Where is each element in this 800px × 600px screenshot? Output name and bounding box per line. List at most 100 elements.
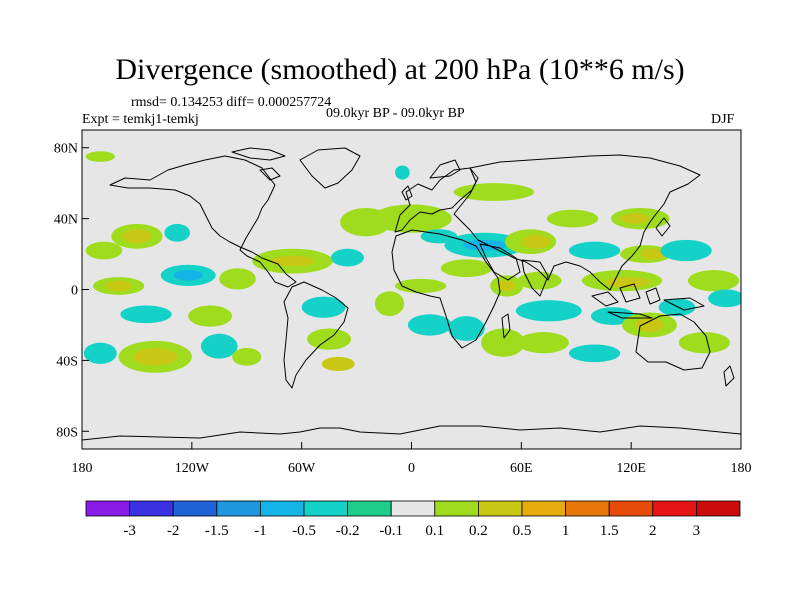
field-anomaly (83, 342, 117, 364)
field-anomaly (687, 270, 740, 292)
field-anomaly (200, 333, 238, 359)
field-anomaly (568, 241, 621, 260)
colorbar-label: 0.2 (469, 523, 488, 539)
field-anomaly (660, 239, 712, 262)
field-anomaly (448, 316, 485, 341)
plot-title: Divergence (smoothed) at 200 hPa (10**6 … (115, 53, 685, 86)
field-anomaly (634, 317, 665, 333)
lon-tick-label: 180 (731, 461, 752, 476)
field-anomaly (105, 280, 132, 292)
lat-tick-label: 0 (71, 284, 78, 299)
field-anomaly (481, 328, 525, 357)
field-anomaly (232, 347, 262, 366)
field-anomaly (85, 151, 115, 162)
coast-greenland (299, 147, 361, 189)
coast-arctic-islands (231, 147, 286, 181)
lon-tick-label: 180 (72, 461, 93, 476)
colorbar-label: 1 (562, 523, 570, 539)
colorbar-label: -0.1 (379, 523, 403, 539)
colorbar-swatch (85, 500, 130, 517)
lon-tick-label: 120E (616, 461, 646, 476)
colorbar-swatch (477, 500, 523, 517)
colorbar-label: -2 (167, 523, 180, 539)
coast-scandinavia (429, 159, 461, 179)
field-anomaly (605, 277, 650, 288)
colorbar-label: -0.2 (336, 523, 360, 539)
field-anomaly (395, 278, 447, 294)
field-anomaly (658, 298, 696, 317)
field-anomaly (122, 229, 152, 244)
coast-antarctica (82, 425, 741, 449)
coast-europe (394, 167, 479, 233)
colorbar-swatch (303, 500, 348, 517)
colorbar-label: 1.5 (600, 523, 619, 539)
field-anomaly (374, 291, 405, 317)
field-anomaly (517, 271, 562, 290)
field-anomaly (620, 213, 650, 224)
field-anomaly (440, 259, 493, 278)
colorbar-swatch (652, 500, 697, 517)
lat-tick-label: 80N (54, 142, 78, 157)
field-anomaly (640, 248, 666, 260)
lon-tick-label: 60W (288, 461, 316, 476)
colorbar-label: 0.1 (425, 523, 444, 539)
field-anomaly (219, 268, 256, 290)
field-anomaly (708, 289, 741, 308)
colorbar-swatch (521, 500, 566, 517)
colorbar-swatch (216, 500, 261, 517)
colorbar-swatch (172, 500, 218, 517)
colorbar-label: -1 (254, 523, 267, 539)
lon-tick-label: 0 (408, 461, 415, 476)
lat-tick-label: 40N (54, 213, 78, 228)
colorbar-label: 0.5 (513, 523, 532, 539)
colorbar-label: 3 (693, 523, 701, 539)
latitude-axis: 80N 40N 0 40S 80S (54, 142, 89, 440)
field-anomaly (546, 209, 599, 228)
coast-maritime-continent (591, 283, 705, 319)
coast-madagascar (501, 313, 511, 339)
colorbar-swatch (696, 500, 741, 517)
field-anomaly (497, 280, 516, 292)
coastlines (82, 147, 741, 449)
field-anomaly (330, 248, 364, 267)
field-anomaly (453, 183, 535, 201)
rmsd-label: rmsd= 0.134253 diff= 0.000257724 (131, 95, 332, 110)
period-label: 09.0kyr BP - 09.0kyr BP (326, 106, 465, 121)
coast-africa (391, 229, 501, 349)
colorbar-label: 2 (649, 523, 657, 539)
coast-asia (453, 154, 701, 291)
coast-arabia (479, 243, 521, 281)
lon-tick-label: 120W (175, 461, 210, 476)
colorbar-swatch (259, 500, 305, 517)
coast-new-zealand (723, 365, 735, 387)
field-anomaly (173, 270, 203, 281)
colorbar-label: -3 (123, 523, 136, 539)
colorbar-swatch (608, 500, 654, 517)
divergence-field (83, 151, 741, 373)
field-anomaly (568, 344, 621, 363)
field-anomaly (517, 332, 569, 354)
field-anomaly (521, 234, 551, 249)
lat-tick-label: 80S (56, 425, 78, 440)
coast-japan (655, 217, 671, 237)
coast-australia (635, 313, 711, 371)
field-anomaly (321, 356, 355, 372)
coast-south-america (283, 281, 349, 389)
field-anomaly (120, 305, 172, 324)
coast-uk (401, 185, 413, 201)
field-anomaly (301, 296, 346, 318)
field-anomaly (515, 300, 582, 322)
field-anomaly (188, 305, 233, 327)
colorbar-swatch (565, 500, 610, 517)
field-anomaly (407, 314, 452, 336)
colorbar: -3 -2 -1.5 -1 -0.5 -0.2 -0.1 0.1 0.2 0.5 1 1.5 2 3 (85, 500, 741, 539)
colorbar-swatch (347, 500, 392, 517)
field-anomaly (164, 223, 191, 242)
lon-tick-label: 60E (510, 461, 533, 476)
experiment-label: Expt = temkj1-temkj (82, 112, 199, 127)
colorbar-swatch (390, 500, 436, 517)
field-anomaly (133, 347, 178, 366)
colorbar-swatch (129, 500, 174, 517)
coast-india (521, 259, 549, 297)
